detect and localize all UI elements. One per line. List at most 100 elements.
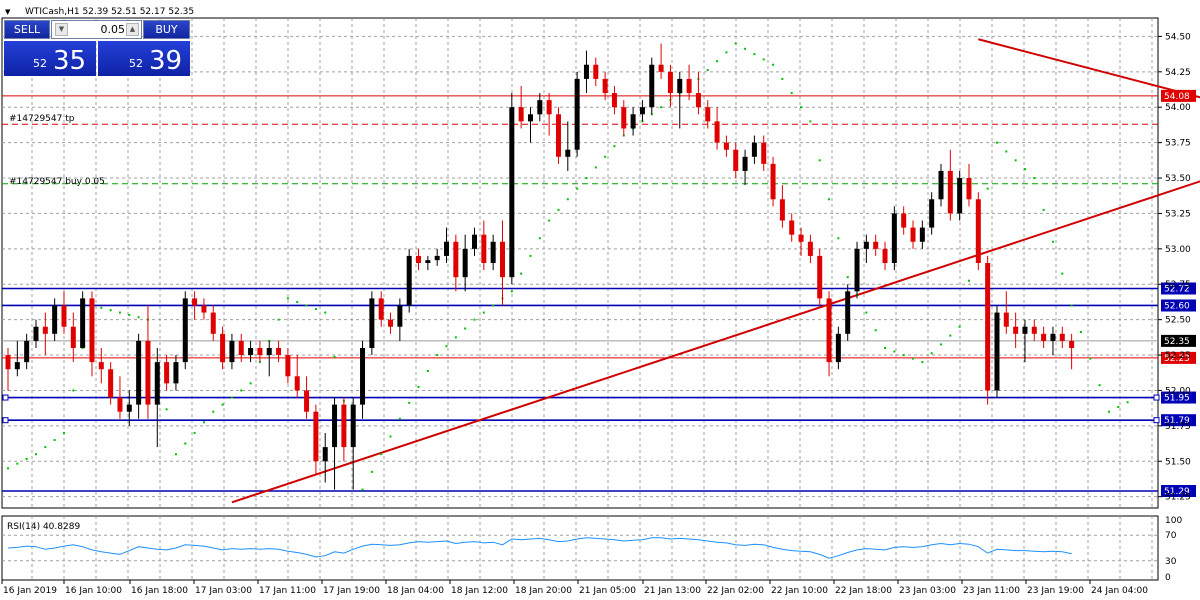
x-tick-label: 16 Jan 2019 bbox=[3, 586, 57, 596]
candle-body bbox=[1059, 333, 1065, 341]
psar-dot bbox=[7, 467, 9, 470]
candle-body bbox=[910, 227, 916, 242]
line-anchor-handle bbox=[1153, 394, 1160, 401]
candle-body bbox=[117, 397, 123, 412]
candle-body bbox=[966, 178, 972, 200]
candle-body bbox=[527, 114, 533, 122]
psar-dot bbox=[594, 166, 597, 169]
candle-body bbox=[845, 291, 851, 334]
candle-body bbox=[714, 121, 720, 143]
volume-value[interactable]: 0.05 bbox=[100, 23, 126, 36]
candle-body bbox=[490, 241, 496, 263]
candle-body bbox=[285, 355, 291, 377]
y-tick-label: 52.25 bbox=[1165, 351, 1191, 361]
psar-dot bbox=[128, 313, 131, 316]
volume-field[interactable]: ▼ 0.05 ▲ bbox=[51, 20, 142, 39]
candle-body bbox=[220, 333, 226, 363]
candle-body bbox=[1022, 326, 1028, 334]
psar-dot bbox=[921, 361, 924, 364]
trendline bbox=[231, 180, 1200, 504]
x-tick-label: 22 Jan 02:00 bbox=[707, 586, 764, 596]
candle-body bbox=[994, 312, 1000, 391]
candle-body bbox=[145, 340, 151, 405]
rsi-scale-label: 0 bbox=[1165, 573, 1171, 583]
psar-dot bbox=[398, 417, 401, 420]
psar-dot bbox=[314, 308, 317, 311]
psar-dot bbox=[585, 177, 588, 180]
psar-dot bbox=[818, 159, 821, 162]
candle-body bbox=[919, 227, 925, 242]
psar-dot bbox=[296, 300, 299, 303]
psar-dot bbox=[753, 53, 756, 56]
chart-dropdown-icon[interactable]: ▼ bbox=[5, 8, 11, 16]
price-tag-label: 51.29 bbox=[1164, 487, 1190, 497]
psar-dot bbox=[986, 187, 989, 190]
y-tick-label: 54.25 bbox=[1165, 68, 1191, 78]
psar-dot bbox=[660, 106, 663, 109]
symbol-label: WTICash,H1 52.39 52.51 52.17 52.35 bbox=[25, 7, 194, 17]
x-tick-label: 22 Jan 10:00 bbox=[771, 586, 828, 596]
psar-dot bbox=[473, 318, 476, 321]
candle-body bbox=[61, 305, 67, 327]
sell-button[interactable]: SELL bbox=[4, 20, 50, 39]
candle-body bbox=[154, 362, 160, 405]
candle-body bbox=[565, 149, 571, 157]
x-tick-label: 22 Jan 18:00 bbox=[835, 586, 892, 596]
candle-body bbox=[70, 326, 76, 348]
psar-dot bbox=[828, 198, 831, 201]
price-tag bbox=[1161, 351, 1196, 364]
psar-dot bbox=[1126, 401, 1129, 404]
psar-dot bbox=[184, 442, 187, 445]
x-tick-label: 18 Jan 04:00 bbox=[387, 586, 444, 596]
psar-dot bbox=[1107, 410, 1110, 413]
rsi-label: RSI(14) 40.8289 bbox=[7, 522, 80, 532]
psar-dot bbox=[566, 198, 569, 201]
candle-body bbox=[985, 263, 991, 391]
psar-dot bbox=[305, 304, 308, 307]
time-axis: 16 Jan 2019 16 Jan 10:00 16 Jan 18:00 17 Ja… bbox=[1, 580, 1148, 596]
psar-dot bbox=[1061, 272, 1064, 275]
candle-body bbox=[332, 404, 338, 448]
price-tag-label: 52.72 bbox=[1164, 284, 1190, 294]
candle-body bbox=[210, 312, 216, 334]
price-tags: 54.08 52.72 52.60 52.35 52.23 51.95 51.79 51.29 bbox=[1161, 89, 1196, 498]
candle-body bbox=[5, 355, 11, 370]
psar-dot bbox=[408, 401, 411, 404]
psar-dot bbox=[137, 316, 140, 319]
psar-dot bbox=[548, 219, 551, 222]
candle-body bbox=[1003, 312, 1009, 327]
volume-decrease-icon[interactable]: ▼ bbox=[55, 23, 68, 36]
candle-body bbox=[611, 93, 617, 108]
buy-price-big: 39 bbox=[149, 46, 183, 76]
candle-body bbox=[938, 170, 944, 200]
psar-dot bbox=[1051, 240, 1054, 243]
psar-dot bbox=[1089, 357, 1092, 360]
buy-price[interactable]: 52 39 bbox=[98, 41, 190, 76]
candle-body bbox=[751, 142, 757, 157]
candle-body bbox=[238, 340, 244, 356]
psar-dot bbox=[370, 470, 373, 473]
rsi-indicator: 70 30 100 0 bbox=[2, 516, 1182, 583]
candle-body bbox=[201, 305, 207, 313]
candle-body bbox=[108, 369, 114, 398]
y-tick-label: 53.25 bbox=[1165, 209, 1191, 219]
candle-body bbox=[770, 163, 776, 200]
candle-body bbox=[882, 248, 888, 263]
psar-dot bbox=[865, 311, 868, 314]
line-anchor-handle bbox=[1153, 417, 1160, 424]
candle-body bbox=[798, 234, 804, 242]
psar-dot bbox=[25, 457, 28, 460]
candle-body bbox=[863, 241, 869, 249]
sell-price[interactable]: 52 35 bbox=[4, 41, 96, 76]
candle-body bbox=[126, 404, 132, 412]
psar-dot bbox=[995, 141, 998, 144]
candle-body bbox=[649, 64, 655, 108]
buy-button[interactable]: BUY bbox=[143, 20, 190, 39]
psar-dot bbox=[725, 51, 728, 54]
candle-body bbox=[350, 404, 356, 448]
price-tag-label: 52.60 bbox=[1164, 301, 1190, 311]
volume-increase-icon[interactable]: ▲ bbox=[126, 23, 139, 36]
candle-body bbox=[789, 220, 795, 235]
candle-body bbox=[369, 298, 375, 348]
